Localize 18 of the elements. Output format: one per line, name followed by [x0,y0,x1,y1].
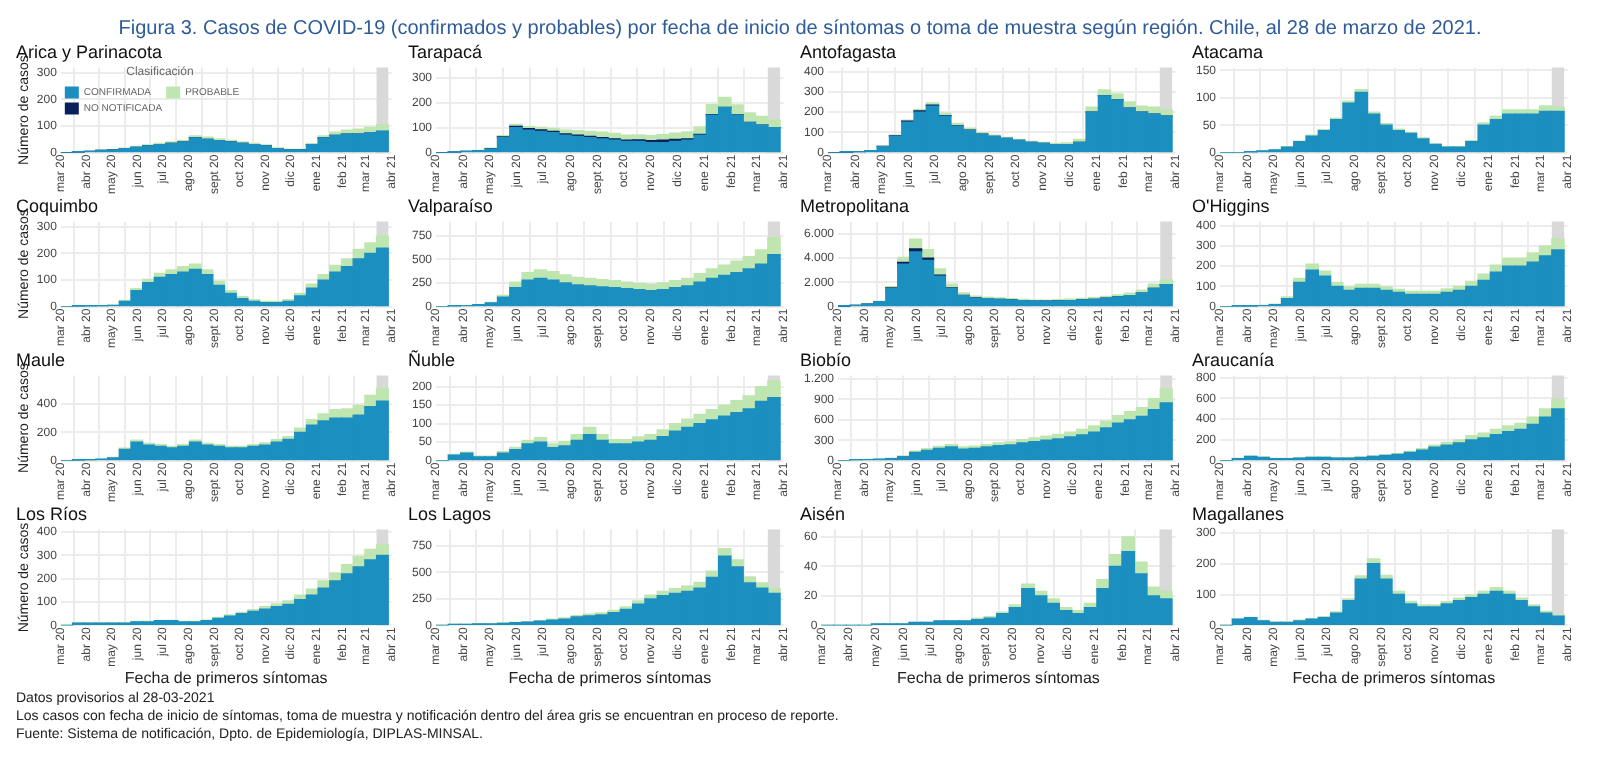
chart-title: Aisén [800,503,846,524]
x-axis-title: Fecha de primeros síntomas [124,668,328,687]
x-axis-title: Fecha de primeros síntomas [1292,668,1496,687]
chart-title: Valparaíso [408,195,493,216]
chart-title: Los Lagos [408,503,493,524]
chart-title: Metropolitana [800,195,910,216]
chart-title: Antofagasta [800,41,897,62]
chart-title: Biobío [800,349,852,370]
chart-title: O'Higgins [1192,195,1271,216]
chart-title: Ñuble [408,349,456,370]
chart-title: Magallanes [1192,503,1286,524]
chart-title: Tarapacá [408,41,483,62]
chart-title: Araucanía [1192,349,1275,370]
chart-title: Atacama [1192,41,1264,62]
x-axis-title: Fecha de primeros síntomas [897,668,1100,687]
x-axis-title: Fecha de primeros síntomas [508,668,712,687]
chart-title: Los Ríos [16,503,89,524]
text: Figura 3. Casos de COVID-19 (confirmados y probables) por fecha de inicio de síntomas o toma de muestra según región. Chile, al 28 de marzo de 2021. [116,16,1484,42]
